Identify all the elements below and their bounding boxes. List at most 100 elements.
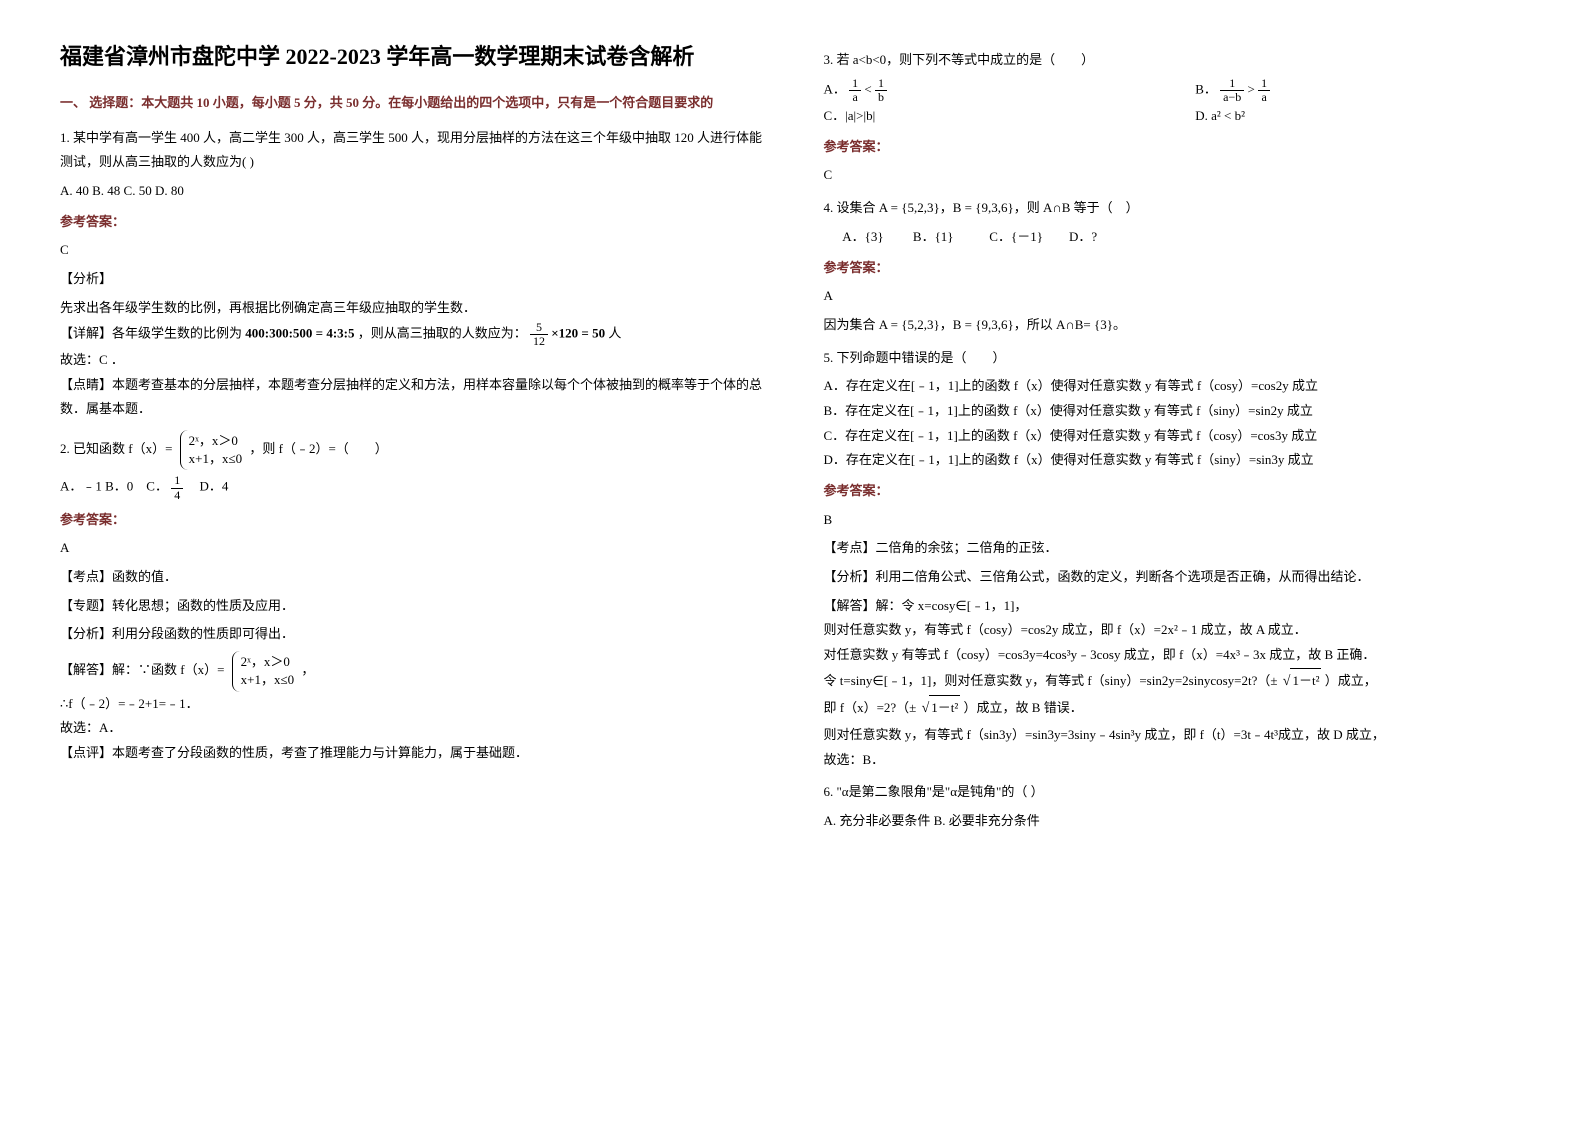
q2-optc-den: 4 [171, 489, 183, 502]
q2-text: 2. 已知函数 f（x）= 2ˣ，x＞0 x+1，x≤0 ，则 f（﹣2）=（ … [60, 430, 764, 470]
q1-a2-den: 12 [530, 335, 548, 348]
q5-text: 5. 下列命题中错误的是（ ） [824, 346, 1528, 371]
q2-piecewise: 2ˣ，x＞0 x+1，x≤0 [180, 430, 242, 470]
q2-sol2: ∴f（﹣2）=﹣2+1=﹣1． [60, 692, 764, 717]
q1-a2-unit: 人 [608, 325, 621, 340]
q1-a3: 故选：C ． [60, 348, 764, 373]
q5-s7: 故选：B． [824, 748, 1528, 773]
q3-optA-fracL: 1 a [849, 77, 861, 104]
q3-ans-head: 参考答案： [824, 135, 1528, 160]
q2-sol: 【解答】解：∵函数 f（x）= 2ˣ，x＞0 x+1，x≤0 ， [60, 651, 764, 691]
q3-optC: C．|a|>|b| [824, 104, 1156, 129]
q2-sol-piecewise: 2ˣ，x＞0 x+1，x≤0 [232, 651, 294, 691]
q5-tag1: 【考点】二倍角的余弦；二倍角的正弦． [824, 536, 1528, 561]
q3-optB-fracR: 1 a [1258, 77, 1270, 104]
q2-pre: 2. 已知函数 f（x）= [60, 441, 172, 456]
q3-opts-row2: C．|a|>|b| D. a² < b² [824, 104, 1528, 129]
q3-text: 3. 若 a<b<0，则下列不等式中成立的是（ ） [824, 48, 1528, 73]
q5-s5: 即 f（x）=2?（± 1－t² ）成立，故 B 错误． [824, 695, 1528, 723]
q3-optB-r-num: 1 [1258, 77, 1270, 91]
q6-text: 6. "α是第二象限角"是"α是钝角"的（ ） [824, 780, 1528, 805]
q2-tag1: 【考点】函数的值． [60, 565, 764, 590]
q3-opts-row1: A． 1 a < 1 b B． 1 a−b > 1 [824, 77, 1528, 104]
q4-ans-head: 参考答案： [824, 256, 1528, 281]
q1-ans-letter: C [60, 238, 764, 263]
q3-optB-r-den: a [1258, 91, 1270, 104]
q1-a2-post: ，则从高三抽取的人数应为： [358, 325, 527, 340]
q5-s4-sqrt: 1－t² [1290, 668, 1321, 694]
q5-s2: 则对任意实数 y，有等式 f（cosy）=cos2y 成立，即 f（x）=2x²… [824, 618, 1528, 643]
q1-a2-tail: ×120 = 50 [551, 325, 605, 340]
q1-a2-ratio: 400:300:500 = 4:3:5 [245, 325, 354, 340]
q2-tag2: 【专题】转化思想；函数的性质及应用． [60, 594, 764, 619]
q3-optD: D. a² < b² [1195, 104, 1527, 129]
q5-s5-post: ）成立，故 B 错误． [964, 700, 1083, 715]
q2-opts: A．﹣1 B．0 C． 1 4 D．4 [60, 474, 764, 501]
q5-s1: 【解答】解：令 x=cosy∈[﹣1，1]， [824, 594, 1528, 619]
section-1-head: 一、 选择题：本大题共 10 小题，每小题 5 分，共 50 分。在每小题给出的… [60, 91, 764, 116]
sqrt-icon: 1－t² [920, 695, 961, 723]
q2-ans-letter: A [60, 536, 764, 561]
q1-a1: 先求出各年级学生数的比例，再根据比例确定高三年级应抽取的学生数． [60, 296, 764, 321]
q5-optB: B．存在定义在[﹣1，1]上的函数 f（x）使得对任意实数 y 有等式 f（si… [824, 399, 1528, 424]
q3-optB-pre: B． [1195, 81, 1217, 96]
q3-optA-fracR: 1 b [875, 77, 887, 104]
q5-tag2: 【分析】利用二倍角公式、三倍角公式，函数的定义，判断各个选项是否正确，从而得出结… [824, 565, 1528, 590]
q1-ans-head: 参考答案： [60, 210, 764, 235]
q2-sol4: 【点评】本题考查了分段函数的性质，考查了推理能力与计算能力，属于基础题． [60, 741, 764, 766]
q1-text: 1. 某中学有高一学生 400 人，高二学生 300 人，高三学生 500 人，… [60, 126, 764, 175]
q4-opts: A．{3} B．{1} C．{－1} D．? [824, 225, 1528, 250]
q3-optB-fracL: 1 a−b [1220, 77, 1244, 104]
q1-opts: A. 40 B. 48 C. 50 D. 80 [60, 179, 764, 204]
q4-text: 4. 设集合 A = {5,2,3}，B = {9,3,6}，则 A∩B 等于（… [824, 196, 1528, 221]
q2-sol-pre: 【解答】解：∵函数 f（x）= [60, 662, 224, 677]
q3-optA-l-den: a [849, 91, 861, 104]
q5-s5-sqrt: 1－t² [929, 695, 960, 721]
q5-ans-head: 参考答案： [824, 479, 1528, 504]
q3-optA-mid: < [864, 81, 875, 96]
q2-sol-post: ， [301, 662, 314, 677]
q3-optA: A． 1 a < 1 b [824, 77, 1156, 104]
q2-sol3: 故选：A． [60, 716, 764, 741]
q1-a2-num: 5 [530, 321, 548, 335]
q5-optA: A．存在定义在[﹣1，1]上的函数 f（x）使得对任意实数 y 有等式 f（co… [824, 374, 1528, 399]
q5-optD: D．存在定义在[﹣1，1]上的函数 f（x）使得对任意实数 y 有等式 f（si… [824, 448, 1528, 473]
q2-optc-num: 1 [171, 474, 183, 488]
q1-a2: 【详解】各年级学生数的比例为 400:300:500 = 4:3:5 ，则从高三… [60, 321, 764, 348]
q3-optA-r-den: b [875, 91, 887, 104]
q2-opts-pre: A．﹣1 B．0 C． [60, 479, 168, 494]
q5-s6: 则对任意实数 y，有等式 f（sin3y）=sin3y=3siny﹣4sin³y… [824, 723, 1528, 748]
q2-ans-head: 参考答案： [60, 508, 764, 533]
q2-pw-l1: 2ˣ，x＞0 [189, 433, 238, 448]
q3-optB-l-num: 1 [1220, 77, 1244, 91]
q2-sol-pw-l1: 2ˣ，x＞0 [241, 654, 290, 669]
q2-pw-l2: x+1，x≤0 [189, 451, 242, 466]
q2-optc-frac: 1 4 [171, 474, 183, 501]
q5-s4-pre: 令 t=siny∈[﹣1，1]，则对任意实数 y，有等式 f（siny）=sin… [824, 673, 1278, 688]
q3-optB-l-den: a−b [1220, 91, 1244, 104]
q1-tag1: 【分析】 [60, 267, 764, 292]
q3-optA-l-num: 1 [849, 77, 861, 91]
q1-a2-frac: 5 12 [530, 321, 548, 348]
q2-tag3: 【分析】利用分段函数的性质即可得出． [60, 622, 764, 647]
q3-optA-r-num: 1 [875, 77, 887, 91]
q2-sol-pw-l2: x+1，x≤0 [241, 672, 294, 687]
q2-post: ，则 f（﹣2）=（ ） [249, 441, 387, 456]
q5-s4: 令 t=siny∈[﹣1，1]，则对任意实数 y，有等式 f（siny）=sin… [824, 668, 1528, 696]
q1-a2-pre: 【详解】各年级学生数的比例为 [60, 325, 242, 340]
q5-optC: C．存在定义在[﹣1，1]上的函数 f（x）使得对任意实数 y 有等式 f（co… [824, 424, 1528, 449]
q2-opts-post: D．4 [186, 479, 228, 494]
q5-s5-pre: 即 f（x）=2?（± [824, 700, 917, 715]
q5-ans-letter: B [824, 508, 1528, 533]
q3-optB-mid: > [1248, 81, 1259, 96]
q5-s3: 对任意实数 y 有等式 f（cosy）=cos3y=4cos³y﹣3cosy 成… [824, 643, 1528, 668]
q3-optB: B． 1 a−b > 1 a [1195, 77, 1527, 104]
q3-optA-pre: A． [824, 81, 846, 96]
sqrt-icon: 1－t² [1281, 668, 1322, 696]
q5-s4-post: ）成立， [1325, 673, 1377, 688]
exam-title: 福建省漳州市盘陀中学 2022-2023 学年高一数学理期末试卷含解析 [60, 40, 764, 73]
q4-ans-letter: A [824, 284, 1528, 309]
q1-a4: 【点睛】本题考查基本的分层抽样，本题考查分层抽样的定义和方法，用样本容量除以每个… [60, 373, 764, 422]
q6-opts: A. 充分非必要条件 B. 必要非充分条件 [824, 809, 1528, 834]
q4-sol: 因为集合 A = {5,2,3}，B = {9,3,6}，所以 A∩B= {3}… [824, 313, 1528, 338]
